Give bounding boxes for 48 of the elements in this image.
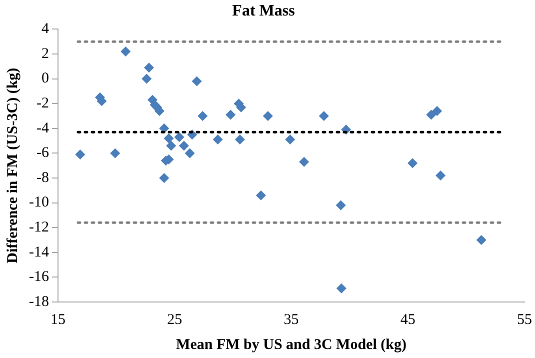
point <box>184 148 195 158</box>
y-tick-label: -10 <box>28 194 49 211</box>
point <box>75 149 86 160</box>
point <box>178 140 189 151</box>
y-axis-title: Difference in FM (US-3C) (kg) <box>4 68 21 264</box>
point <box>144 62 154 73</box>
point <box>164 133 174 144</box>
y-tick-label: 0 <box>41 70 49 87</box>
point <box>336 200 346 210</box>
point <box>166 140 176 151</box>
point <box>476 235 486 245</box>
y-tick-label: -4 <box>36 120 50 136</box>
x-tick-label: 45 <box>400 312 416 328</box>
point <box>426 110 436 120</box>
point <box>262 111 273 121</box>
point <box>256 190 266 200</box>
y-tick-label: -14 <box>28 244 50 260</box>
x-tick-label: 55 <box>517 312 532 328</box>
y-tick-label: -2 <box>36 96 49 112</box>
point <box>212 134 223 145</box>
y-tick-label: -12 <box>28 220 49 236</box>
point <box>226 110 236 120</box>
y-tick-label: -18 <box>28 294 49 310</box>
point <box>142 74 152 84</box>
point <box>110 148 120 158</box>
y-tick-label: 4 <box>41 21 50 38</box>
x-axis-title: Mean FM by US and 3C Model (kg) <box>176 336 406 353</box>
point <box>299 156 310 167</box>
point <box>120 46 131 57</box>
y-tick-label: -16 <box>28 269 50 286</box>
point <box>174 132 184 142</box>
point <box>192 76 202 86</box>
point <box>198 111 208 121</box>
point <box>336 283 346 294</box>
chart-title: Fat Mass <box>232 2 295 20</box>
point <box>285 134 296 145</box>
point <box>159 173 170 183</box>
x-tick-label: 15 <box>50 312 66 328</box>
point <box>436 170 446 181</box>
point <box>234 134 245 145</box>
point <box>432 106 442 116</box>
point <box>408 158 418 168</box>
point <box>318 111 329 121</box>
y-tick-label: 2 <box>41 46 49 62</box>
y-tick-label: -8 <box>36 170 49 186</box>
y-tick-label: -6 <box>36 145 50 162</box>
x-tick-label: 35 <box>284 312 299 328</box>
x-tick-label: 25 <box>167 312 182 328</box>
